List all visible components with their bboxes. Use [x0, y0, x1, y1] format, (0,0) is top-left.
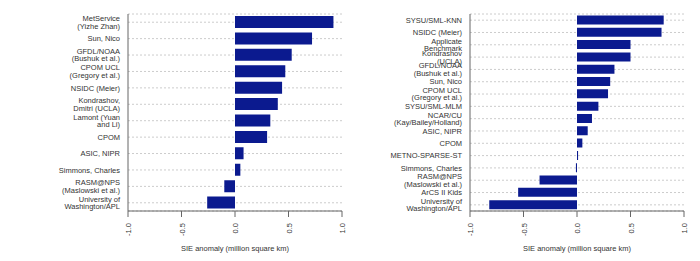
svg-text:ASIC, NIPR: ASIC, NIPR	[422, 127, 462, 136]
svg-text:RASM@NPS(Maslowski et al.): RASM@NPS(Maslowski et al.)	[62, 178, 120, 195]
svg-text:University ofWashington/APL: University ofWashington/APL	[64, 195, 121, 212]
svg-text:1.0: 1.0	[680, 223, 689, 233]
svg-text:SYSU/SML-KNN: SYSU/SML-KNN	[406, 16, 462, 25]
svg-text:MetService(Yizhe Zhan): MetService(Yizhe Zhan)	[77, 14, 120, 31]
svg-text:-0.5: -0.5	[178, 223, 187, 236]
svg-text:1.0: 1.0	[338, 223, 347, 233]
svg-text:CPOM UCL(Gregory et al.): CPOM UCL(Gregory et al.)	[70, 63, 121, 80]
svg-text:-1.0: -1.0	[124, 223, 133, 236]
svg-text:NSIDC (Meier): NSIDC (Meier)	[71, 84, 121, 93]
svg-text:Simmons, Charles: Simmons, Charles	[59, 166, 121, 175]
svg-text:GFDL/NOAA(Bushuk et al.): GFDL/NOAA(Bushuk et al.)	[414, 61, 463, 78]
svg-text:-0.5: -0.5	[520, 223, 529, 236]
svg-text:University ofWashington/APL: University ofWashington/APL	[406, 197, 463, 214]
svg-text:RASM@NPS(Maslowski et al.): RASM@NPS(Maslowski et al.)	[404, 172, 462, 189]
svg-text:GFDL/NOAA(Bushuk et al.): GFDL/NOAA(Bushuk et al.)	[72, 47, 121, 64]
svg-text:0.5: 0.5	[627, 223, 636, 233]
svg-text:-1.0: -1.0	[466, 223, 475, 236]
svg-text:SIE anomaly (million square km: SIE anomaly (million square km)	[181, 244, 289, 253]
svg-text:0.0: 0.0	[573, 223, 582, 233]
svg-text:CPOM UCL(Gregory et al.): CPOM UCL(Gregory et al.)	[412, 86, 463, 103]
svg-text:CPOM: CPOM	[440, 139, 463, 148]
svg-text:0.0: 0.0	[231, 223, 240, 233]
svg-text:0.5: 0.5	[285, 223, 294, 233]
svg-text:Lamont (Yuanand Li): Lamont (Yuanand Li)	[73, 113, 120, 130]
svg-text:CPOM: CPOM	[98, 133, 121, 142]
svg-text:SIE anomaly (million square km: SIE anomaly (million square km)	[523, 244, 631, 253]
svg-text:Kondrashov,Dmitri (UCLA): Kondrashov,Dmitri (UCLA)	[73, 96, 120, 113]
svg-text:NCAR/CU(Kay/Bailey/Holland): NCAR/CU(Kay/Bailey/Holland)	[394, 111, 462, 128]
svg-text:METNO-SPARSE-ST: METNO-SPARSE-ST	[390, 151, 462, 160]
svg-text:ASIC, NIPR: ASIC, NIPR	[80, 149, 120, 158]
svg-text:Sun, Nico: Sun, Nico	[87, 34, 120, 43]
